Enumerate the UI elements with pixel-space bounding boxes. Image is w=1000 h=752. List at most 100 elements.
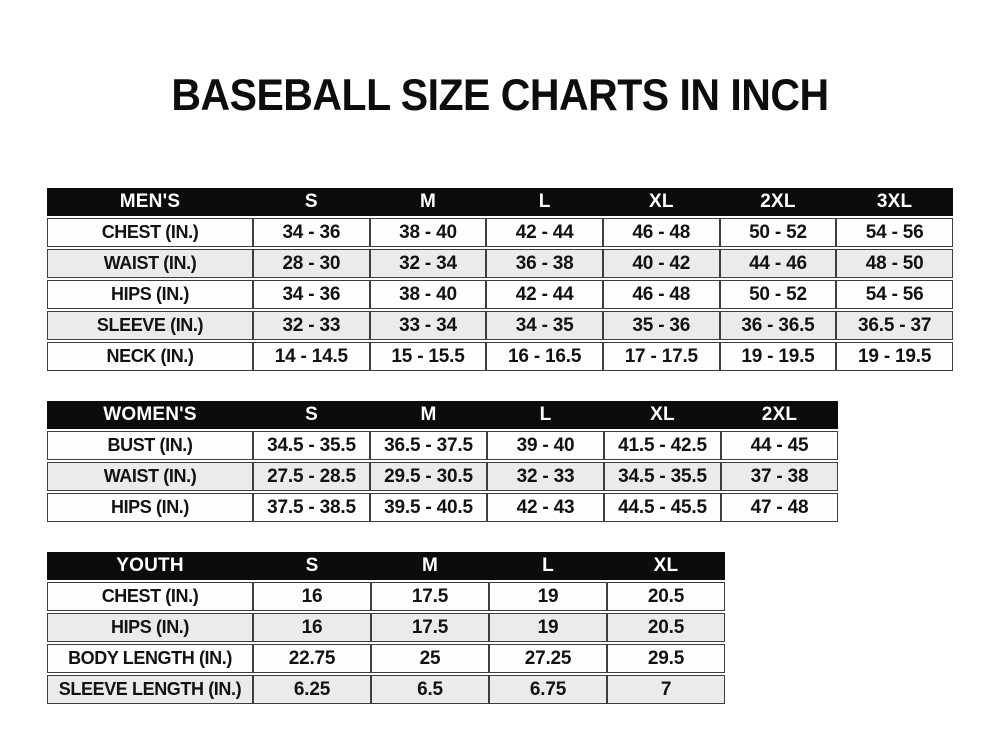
size-value-cell: 32 - 34 [369, 249, 487, 278]
measurement-label-cell: BODY LENGTH (IN.) [47, 644, 253, 673]
size-value-cell: 16 - 16.5 [486, 342, 603, 371]
size-value-cell: 32 - 33 [487, 462, 604, 491]
table-row: HIPS (IN.) 34 - 36 38 - 40 42 - 44 46 - 48 50… [47, 280, 953, 309]
measurement-label-cell: NECK (IN.) [47, 342, 253, 371]
size-column-header: XL [602, 188, 720, 216]
size-value-cell: 35 - 36 [602, 311, 720, 340]
size-value-cell: 42 - 44 [486, 218, 603, 247]
size-value-cell: 29.5 [607, 644, 725, 673]
size-value-cell: 34 - 35 [486, 311, 603, 340]
size-value-cell: 54 - 56 [836, 280, 953, 309]
size-value-cell: 50 - 52 [719, 280, 837, 309]
size-column-header: L [489, 552, 607, 580]
size-column-header: S [253, 188, 370, 216]
size-value-cell: 14 - 14.5 [253, 342, 370, 371]
size-value-cell: 39.5 - 40.5 [370, 493, 487, 522]
table-title-cell: WOMEN'S [47, 401, 253, 429]
measurement-label-cell: WAIST (IN.) [47, 462, 253, 491]
header-row: MEN'S S M L XL 2XL 3XL [47, 188, 953, 216]
size-value-cell: 7 [607, 675, 725, 704]
size-value-cell: 20.5 [607, 582, 725, 611]
size-value-cell: 6.25 [253, 675, 371, 704]
measurement-label-cell: CHEST (IN.) [47, 218, 253, 247]
size-column-header: S [253, 401, 370, 429]
size-column-header: L [487, 401, 604, 429]
size-value-cell: 37.5 - 38.5 [253, 493, 370, 522]
size-value-cell: 46 - 48 [602, 280, 720, 309]
size-value-cell: 36 - 36.5 [719, 311, 837, 340]
table-row: HIPS (IN.) 37.5 - 38.5 39.5 - 40.5 42 - 43 4… [47, 493, 838, 522]
table-row: BUST (IN.) 34.5 - 35.5 36.5 - 37.5 39 - 40 4… [47, 431, 838, 460]
size-value-cell: 29.5 - 30.5 [370, 462, 487, 491]
size-value-cell: 15 - 15.5 [369, 342, 487, 371]
measurement-label-cell: BUST (IN.) [47, 431, 253, 460]
size-value-cell: 6.5 [371, 675, 489, 704]
size-value-cell: 40 - 42 [602, 249, 720, 278]
size-column-header: M [371, 552, 489, 580]
table-row: SLEEVE LENGTH (IN.) 6.25 6.5 6.75 7 [47, 675, 725, 704]
size-value-cell: 6.75 [489, 675, 607, 704]
table-row: WAIST (IN.) 27.5 - 28.5 29.5 - 30.5 32 - 33… [47, 462, 838, 491]
size-value-cell: 42 - 44 [486, 280, 603, 309]
size-value-cell: 16 [253, 582, 371, 611]
size-column-header: 2XL [719, 188, 837, 216]
table-row: SLEEVE (IN.) 32 - 33 33 - 34 34 - 35 35 - 36… [47, 311, 953, 340]
size-value-cell: 22.75 [253, 644, 371, 673]
size-value-cell: 34 - 36 [253, 218, 370, 247]
size-value-cell: 47 - 48 [721, 493, 838, 522]
table-row: CHEST (IN.) 16 17.5 19 20.5 [47, 582, 725, 611]
size-value-cell: 17.5 [371, 613, 489, 642]
size-value-cell: 37 - 38 [721, 462, 838, 491]
size-column-header: L [486, 188, 603, 216]
womens-size-table: WOMEN'S S M L XL 2XL BUST (IN.) 34.5 - 35.5 36.5… [47, 399, 838, 524]
table-title-cell: MEN'S [47, 188, 253, 216]
size-column-header: XL [607, 552, 725, 580]
measurement-label-cell: CHEST (IN.) [47, 582, 253, 611]
size-value-cell: 54 - 56 [836, 218, 953, 247]
size-column-header: M [370, 401, 487, 429]
size-column-header: 3XL [836, 188, 953, 216]
page-title: BASEBALL SIZE CHARTS IN INCH [171, 70, 829, 120]
youth-size-table: YOUTH S M L XL CHEST (IN.) 16 17.5 19 20.5 HIPS (I… [47, 550, 725, 706]
size-value-cell: 39 - 40 [487, 431, 604, 460]
size-value-cell: 34.5 - 35.5 [604, 462, 721, 491]
table-title-cell: YOUTH [47, 552, 253, 580]
size-column-header: XL [604, 401, 721, 429]
measurement-label-cell: WAIST (IN.) [47, 249, 253, 278]
size-value-cell: 36.5 - 37.5 [370, 431, 487, 460]
header-row: YOUTH S M L XL [47, 552, 725, 580]
size-value-cell: 19 - 19.5 [719, 342, 837, 371]
size-value-cell: 34.5 - 35.5 [253, 431, 370, 460]
size-value-cell: 44.5 - 45.5 [604, 493, 721, 522]
size-value-cell: 50 - 52 [719, 218, 837, 247]
size-value-cell: 44 - 46 [719, 249, 837, 278]
size-value-cell: 33 - 34 [369, 311, 487, 340]
measurement-label-cell: HIPS (IN.) [47, 280, 253, 309]
size-value-cell: 25 [371, 644, 489, 673]
table-row: CHEST (IN.) 34 - 36 38 - 40 42 - 44 46 - 48 5… [47, 218, 953, 247]
size-value-cell: 36 - 38 [486, 249, 603, 278]
size-value-cell: 19 [489, 613, 607, 642]
size-value-cell: 27.25 [489, 644, 607, 673]
table-row: WAIST (IN.) 28 - 30 32 - 34 36 - 38 40 - 42 4… [47, 249, 953, 278]
size-value-cell: 38 - 40 [369, 218, 487, 247]
size-value-cell: 16 [253, 613, 371, 642]
size-value-cell: 42 - 43 [487, 493, 604, 522]
header-row: WOMEN'S S M L XL 2XL [47, 401, 838, 429]
size-value-cell: 17.5 [371, 582, 489, 611]
size-column-header: M [369, 188, 487, 216]
size-column-header: S [253, 552, 371, 580]
table-row: BODY LENGTH (IN.) 22.75 25 27.25 29.5 [47, 644, 725, 673]
table-row: HIPS (IN.) 16 17.5 19 20.5 [47, 613, 725, 642]
size-value-cell: 44 - 45 [721, 431, 838, 460]
mens-size-table: MEN'S S M L XL 2XL 3XL CHEST (IN.) 34 - 36 38 - 4… [47, 186, 953, 373]
size-value-cell: 27.5 - 28.5 [253, 462, 370, 491]
measurement-label-cell: HIPS (IN.) [47, 493, 253, 522]
size-value-cell: 41.5 - 42.5 [604, 431, 721, 460]
measurement-label-cell: SLEEVE (IN.) [47, 311, 253, 340]
size-value-cell: 19 - 19.5 [836, 342, 953, 371]
measurement-label-cell: HIPS (IN.) [47, 613, 253, 642]
size-value-cell: 46 - 48 [602, 218, 720, 247]
size-value-cell: 20.5 [607, 613, 725, 642]
size-value-cell: 48 - 50 [836, 249, 953, 278]
